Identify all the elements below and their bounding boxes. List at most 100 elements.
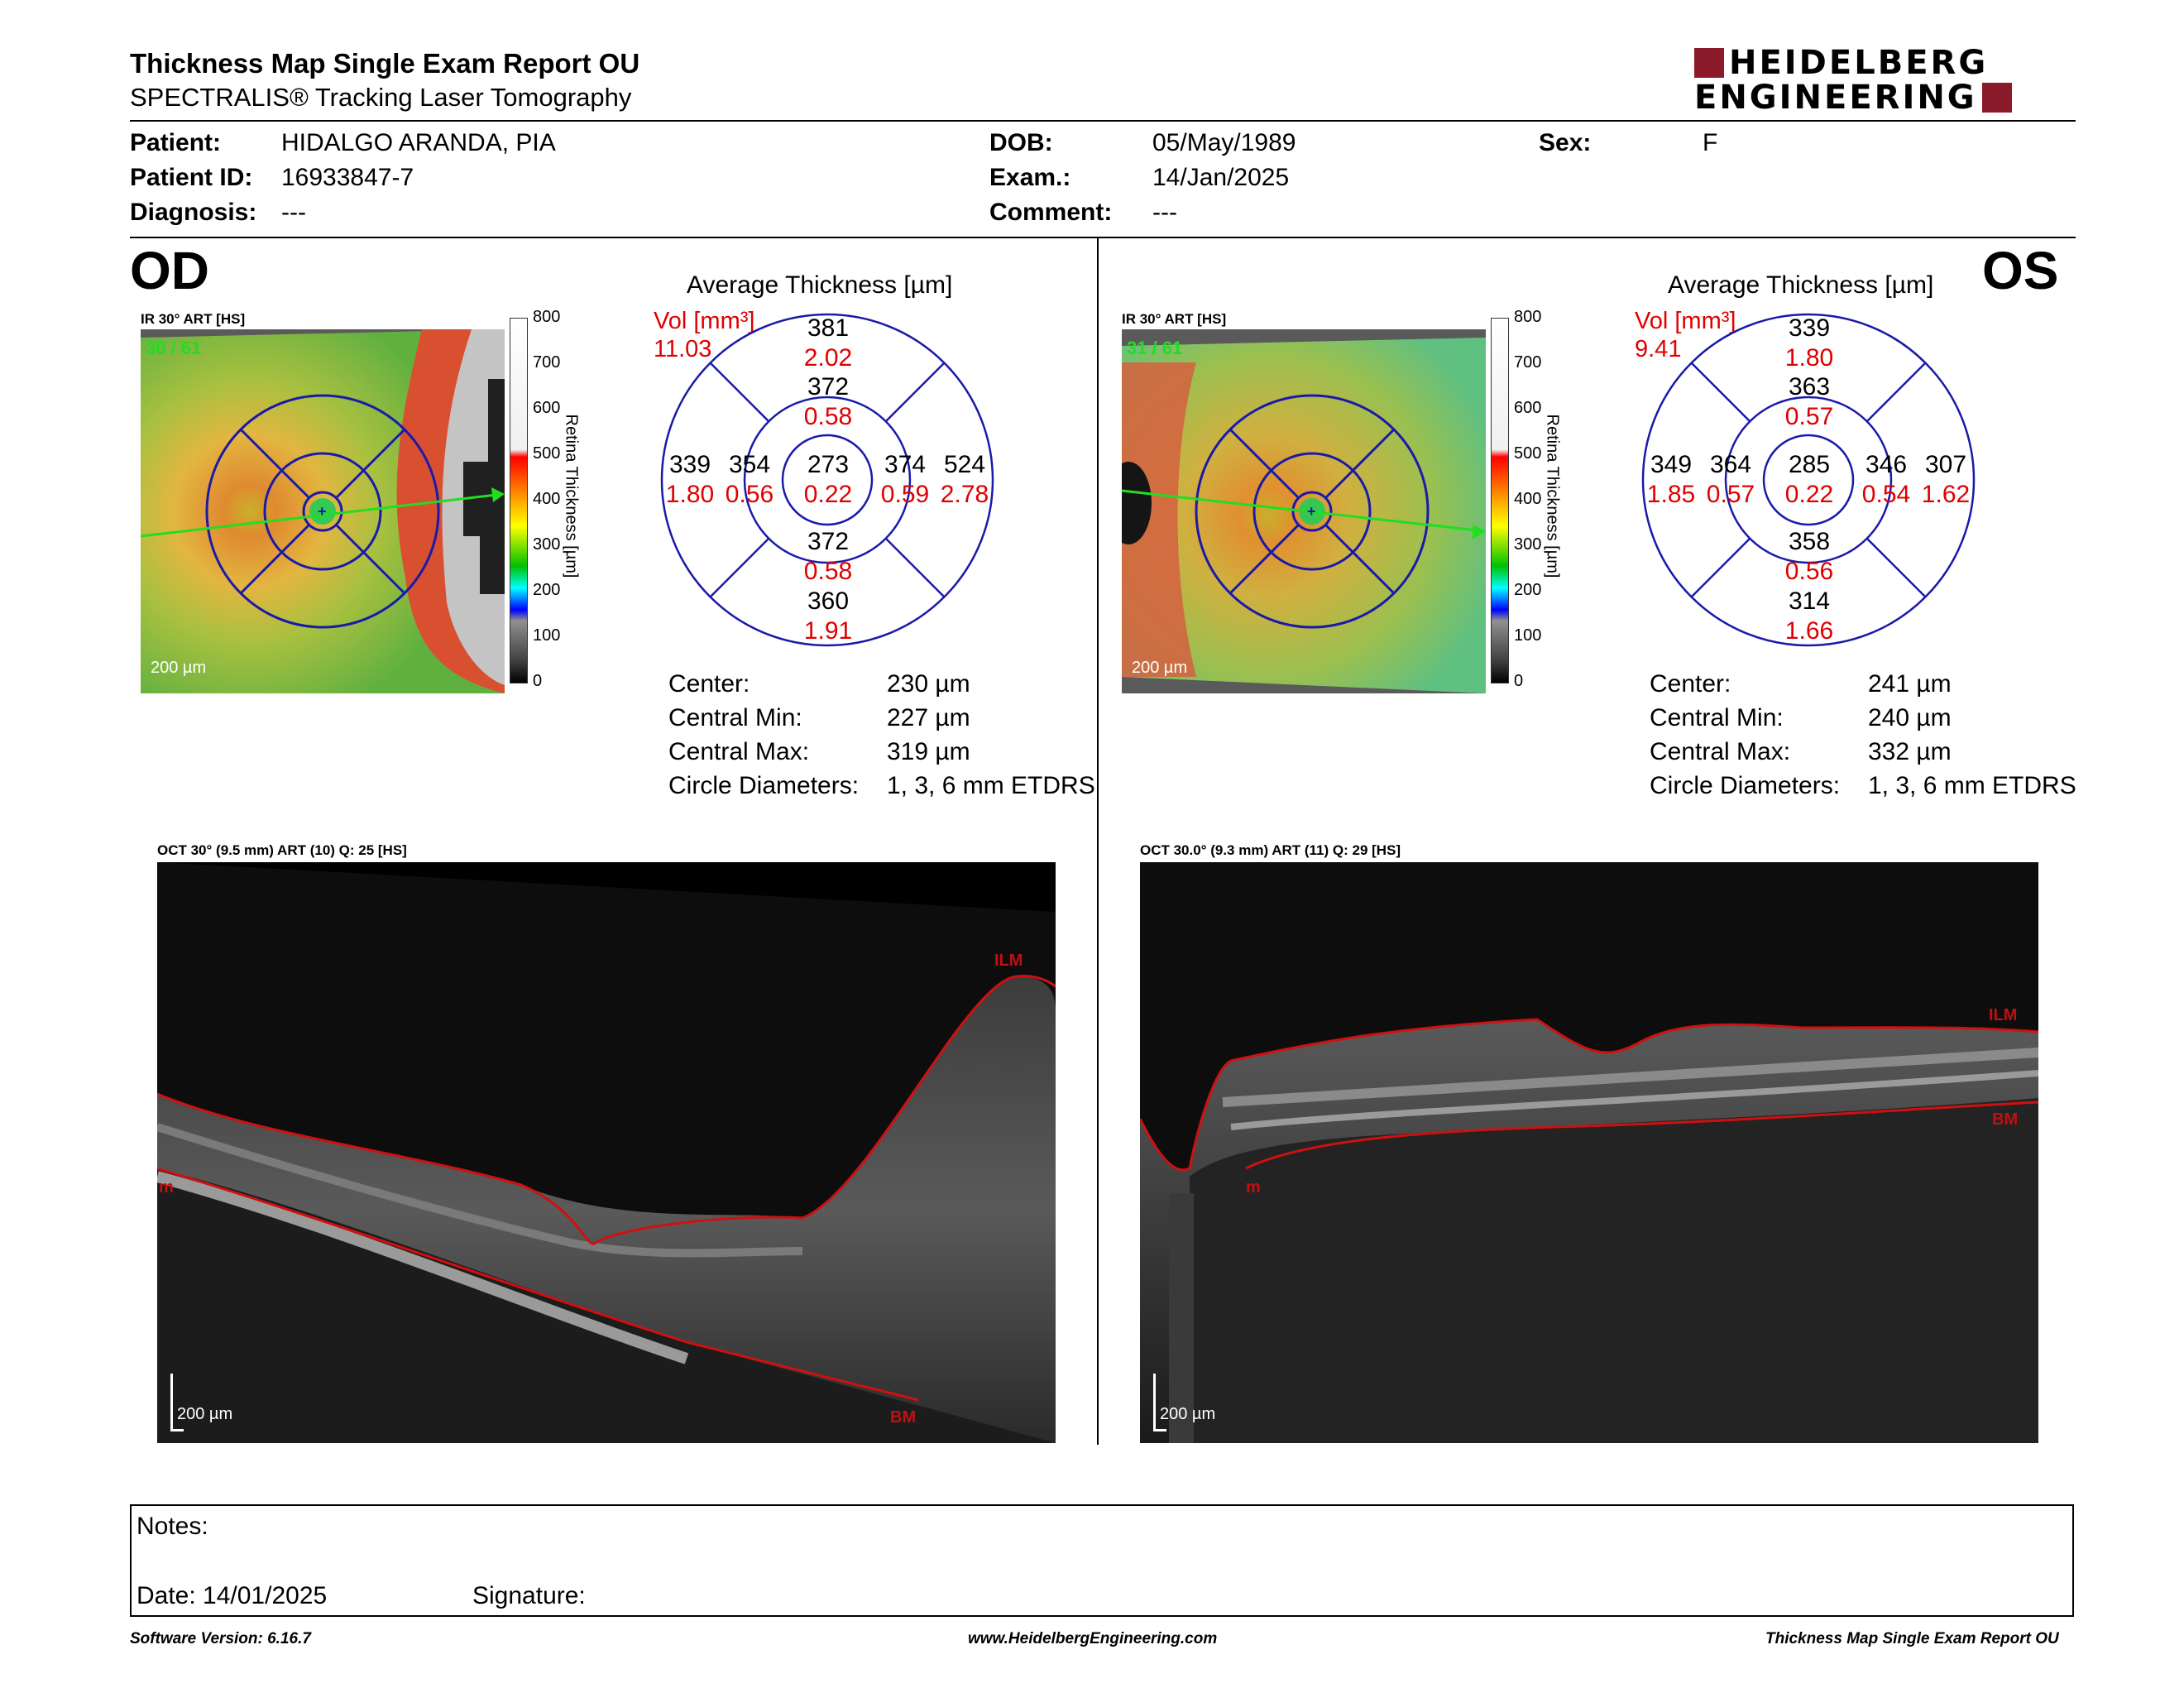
- inner-inf-thickness: 372: [807, 528, 850, 555]
- stat-label: Circle Diameters:: [668, 772, 860, 799]
- stat-label: Central Min:: [668, 704, 802, 731]
- outer-inf-thickness: 360: [807, 587, 850, 615]
- outer-right-volume: 2.78: [940, 481, 989, 508]
- tick-label: 200: [533, 581, 561, 599]
- outer-left-thickness: 349: [1650, 451, 1693, 478]
- tick-label: 300: [1514, 535, 1542, 554]
- inner-inf-thickness: 358: [1788, 528, 1831, 555]
- footer-report-title: Thickness Map Single Exam Report OU: [1765, 1630, 2059, 1647]
- oct-scale-bar: [170, 1429, 184, 1431]
- thickness-colorbar-os: [1491, 318, 1509, 683]
- outer-sup-volume: 2.02: [803, 344, 853, 372]
- tick-label: 100: [533, 626, 561, 645]
- patient-name: HIDALGO ARANDA, PIA: [281, 129, 556, 156]
- oct-label-os: OCT 30.0° (9.3 mm) ART (11) Q: 29 [HS]: [1140, 842, 1401, 858]
- signature-label: Signature:: [472, 1582, 586, 1609]
- oct-label-od: OCT 30° (9.5 mm) ART (10) Q: 25 [HS]: [157, 842, 407, 858]
- inner-left-thickness: 364: [1709, 451, 1752, 478]
- oct-scale-od: 200 µm: [177, 1405, 233, 1423]
- svg-text:+: +: [318, 503, 327, 520]
- stat-label: Center:: [1650, 670, 1731, 698]
- eye-label-od: OD: [130, 241, 209, 300]
- outer-inf-volume: 1.66: [1784, 617, 1834, 645]
- vol-label-os: Vol [mm³]: [1635, 308, 1736, 334]
- ir-label-od: IR 30° ART [HS]: [141, 311, 246, 327]
- diagnosis-value: ---: [281, 199, 306, 226]
- oct-scale-os: 200 µm: [1160, 1405, 1216, 1423]
- vol-total-os: 9.41: [1635, 336, 1682, 362]
- outer-sup-volume: 1.80: [1784, 344, 1834, 372]
- inner-right-volume: 0.59: [880, 481, 930, 508]
- center-thickness: 285: [1788, 451, 1831, 478]
- stat-label: Circle Diameters:: [1650, 772, 1841, 799]
- eye-label-os: OS: [1982, 241, 2059, 300]
- outer-left-volume: 1.85: [1646, 481, 1696, 508]
- oct-scale-bar: [170, 1374, 173, 1431]
- tick-label: 800: [1514, 308, 1542, 326]
- tick-label: 600: [1514, 399, 1542, 417]
- outer-right-thickness: 524: [943, 451, 986, 478]
- patient-id-label: Patient ID:: [130, 164, 253, 191]
- logo-line1: HEIDELBERG: [1729, 44, 1989, 82]
- ilm-label-od: ILM: [994, 952, 1023, 970]
- inner-left-volume: 0.57: [1706, 481, 1755, 508]
- tick-label: 0: [533, 672, 543, 690]
- ilm-label-os: ILM: [1989, 1006, 2018, 1024]
- stat-value: 332 µm: [1868, 738, 1952, 765]
- sex-value: F: [1703, 129, 1718, 156]
- notes-box: Notes: Date: 14/01/2025 Signature:: [130, 1504, 2074, 1617]
- avg-thickness-title-os: Average Thickness [µm]: [1668, 271, 1934, 299]
- stat-value: 241 µm: [1868, 670, 1952, 698]
- map-scale-od: 200 µm: [151, 659, 207, 677]
- outer-inf-thickness: 314: [1788, 587, 1831, 615]
- tick-label: 400: [533, 490, 561, 508]
- patient-label: Patient:: [130, 129, 222, 156]
- m-label-od: m: [159, 1178, 174, 1196]
- bm-label-os: BM: [1992, 1110, 2019, 1129]
- stat-label: Central Max:: [1650, 738, 1791, 765]
- fundus-thickness-map-od: + 30 / 61 200 µm: [141, 329, 505, 693]
- center-volume: 0.22: [803, 481, 853, 508]
- inner-right-volume: 0.54: [1861, 481, 1911, 508]
- outer-right-thickness: 307: [1924, 451, 1967, 478]
- stat-label: Central Min:: [1650, 704, 1784, 731]
- inner-inf-volume: 0.56: [1784, 558, 1834, 585]
- website-link[interactable]: www.HeidelbergEngineering.com: [968, 1630, 1218, 1647]
- report-subtitle: SPECTRALIS® Tracking Laser Tomography: [130, 83, 632, 112]
- exam-label: Exam.:: [989, 164, 1071, 191]
- dob-value: 05/May/1989: [1152, 129, 1296, 156]
- outer-left-volume: 1.80: [665, 481, 715, 508]
- outer-right-volume: 1.62: [1921, 481, 1971, 508]
- inner-sup-thickness: 372: [807, 373, 850, 400]
- tick-label: 700: [533, 353, 561, 372]
- inner-right-thickness: 346: [1865, 451, 1908, 478]
- tick-label: 400: [1514, 490, 1542, 508]
- tick-label: 800: [533, 308, 561, 326]
- svg-text:+: +: [1307, 503, 1316, 520]
- report-title: Thickness Map Single Exam Report OU: [130, 48, 640, 79]
- dob-label: DOB:: [989, 129, 1053, 156]
- frame-counter-od: 30 / 61: [146, 338, 202, 358]
- tick-label: 200: [1514, 581, 1542, 599]
- tick-label: 300: [533, 535, 561, 554]
- bm-label-od: BM: [890, 1408, 917, 1427]
- tick-label: 500: [1514, 444, 1542, 463]
- inner-left-volume: 0.56: [725, 481, 774, 508]
- outer-sup-thickness: 339: [1788, 314, 1831, 342]
- stat-value: 319 µm: [887, 738, 970, 765]
- oct-scale-bar: [1153, 1429, 1166, 1431]
- vol-label-od: Vol [mm³]: [654, 308, 755, 334]
- comment-value: ---: [1152, 199, 1177, 226]
- etdrs-grid-od: [660, 313, 994, 647]
- stat-value: 1, 3, 6 mm ETDRS: [887, 772, 1095, 799]
- comment-label: Comment:: [989, 199, 1113, 226]
- inner-left-thickness: 354: [728, 451, 771, 478]
- map-scale-os: 200 µm: [1132, 659, 1188, 677]
- logo-line2: ENGINEERING: [1694, 79, 1977, 117]
- thickness-colorbar-od: [510, 318, 528, 683]
- software-version: Software Version: 6.16.7: [130, 1630, 311, 1647]
- center-divider: [1097, 238, 1099, 1445]
- oct-scale-bar: [1153, 1374, 1156, 1431]
- avg-thickness-title-od: Average Thickness [µm]: [687, 271, 953, 299]
- inner-inf-volume: 0.58: [803, 558, 853, 585]
